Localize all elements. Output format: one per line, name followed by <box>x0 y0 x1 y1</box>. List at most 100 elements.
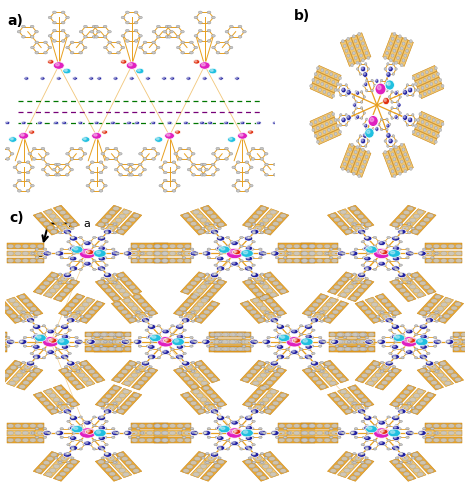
Circle shape <box>267 345 271 347</box>
Circle shape <box>46 174 49 176</box>
Circle shape <box>171 348 174 350</box>
Circle shape <box>400 453 402 455</box>
Circle shape <box>399 444 402 446</box>
Circle shape <box>101 457 104 459</box>
Circle shape <box>105 240 108 243</box>
Circle shape <box>417 210 423 214</box>
Circle shape <box>351 432 354 434</box>
Circle shape <box>245 280 251 284</box>
Circle shape <box>361 461 365 464</box>
Circle shape <box>392 246 400 250</box>
Circle shape <box>58 461 62 464</box>
Circle shape <box>178 148 182 150</box>
Circle shape <box>365 228 368 230</box>
Circle shape <box>258 430 267 436</box>
Circle shape <box>328 114 330 117</box>
Circle shape <box>128 163 131 166</box>
Polygon shape <box>7 364 33 386</box>
Circle shape <box>361 218 368 222</box>
Circle shape <box>330 214 337 218</box>
Circle shape <box>236 420 239 422</box>
Circle shape <box>273 320 277 322</box>
Circle shape <box>208 277 214 280</box>
Polygon shape <box>95 279 122 302</box>
Circle shape <box>152 122 154 123</box>
Circle shape <box>334 465 340 468</box>
Circle shape <box>345 230 351 234</box>
Circle shape <box>375 80 377 81</box>
Circle shape <box>267 336 271 338</box>
Circle shape <box>171 356 174 359</box>
Polygon shape <box>17 368 43 390</box>
Circle shape <box>354 436 358 438</box>
Circle shape <box>95 340 101 344</box>
Circle shape <box>18 190 21 192</box>
Circle shape <box>447 340 450 342</box>
Circle shape <box>292 330 295 332</box>
Circle shape <box>265 362 269 364</box>
Circle shape <box>248 268 251 270</box>
Circle shape <box>100 347 107 351</box>
Circle shape <box>252 410 255 412</box>
Circle shape <box>201 457 205 459</box>
Polygon shape <box>53 279 80 302</box>
Circle shape <box>71 257 73 259</box>
Circle shape <box>253 394 259 398</box>
Circle shape <box>256 472 263 476</box>
Circle shape <box>234 430 237 432</box>
Circle shape <box>346 340 352 344</box>
Circle shape <box>22 320 25 322</box>
Circle shape <box>218 228 221 230</box>
Circle shape <box>341 167 344 170</box>
Polygon shape <box>263 452 289 474</box>
Circle shape <box>182 256 186 259</box>
Circle shape <box>212 230 215 232</box>
Circle shape <box>121 336 125 338</box>
Polygon shape <box>154 250 191 256</box>
Circle shape <box>42 334 46 336</box>
Circle shape <box>316 126 319 130</box>
Circle shape <box>395 228 399 230</box>
Circle shape <box>345 273 351 277</box>
Circle shape <box>252 453 255 455</box>
Circle shape <box>79 30 83 33</box>
Circle shape <box>353 347 360 351</box>
Circle shape <box>301 244 308 248</box>
Polygon shape <box>191 276 217 298</box>
Circle shape <box>108 332 114 336</box>
Circle shape <box>337 82 339 86</box>
Circle shape <box>225 52 228 54</box>
Circle shape <box>271 432 275 434</box>
Circle shape <box>278 356 281 359</box>
Circle shape <box>79 41 82 43</box>
Circle shape <box>350 296 356 300</box>
Polygon shape <box>7 258 44 264</box>
Circle shape <box>395 236 399 238</box>
Circle shape <box>387 46 391 50</box>
Circle shape <box>264 152 268 155</box>
Circle shape <box>407 386 413 390</box>
Circle shape <box>407 432 410 434</box>
Circle shape <box>354 248 358 250</box>
Text: c: c <box>36 249 42 259</box>
Circle shape <box>245 171 249 174</box>
Circle shape <box>264 340 267 342</box>
Circle shape <box>206 411 209 414</box>
Circle shape <box>232 340 238 344</box>
Circle shape <box>403 89 406 92</box>
Circle shape <box>364 134 365 136</box>
Circle shape <box>21 121 26 124</box>
Circle shape <box>245 460 251 464</box>
Circle shape <box>332 112 335 116</box>
Polygon shape <box>115 212 142 235</box>
Circle shape <box>46 293 52 296</box>
Circle shape <box>152 148 155 150</box>
Circle shape <box>280 469 286 472</box>
Circle shape <box>100 439 104 442</box>
Circle shape <box>203 296 210 300</box>
Circle shape <box>403 472 410 476</box>
Circle shape <box>444 314 450 318</box>
Circle shape <box>414 348 418 350</box>
Polygon shape <box>183 297 210 320</box>
Circle shape <box>197 394 203 398</box>
